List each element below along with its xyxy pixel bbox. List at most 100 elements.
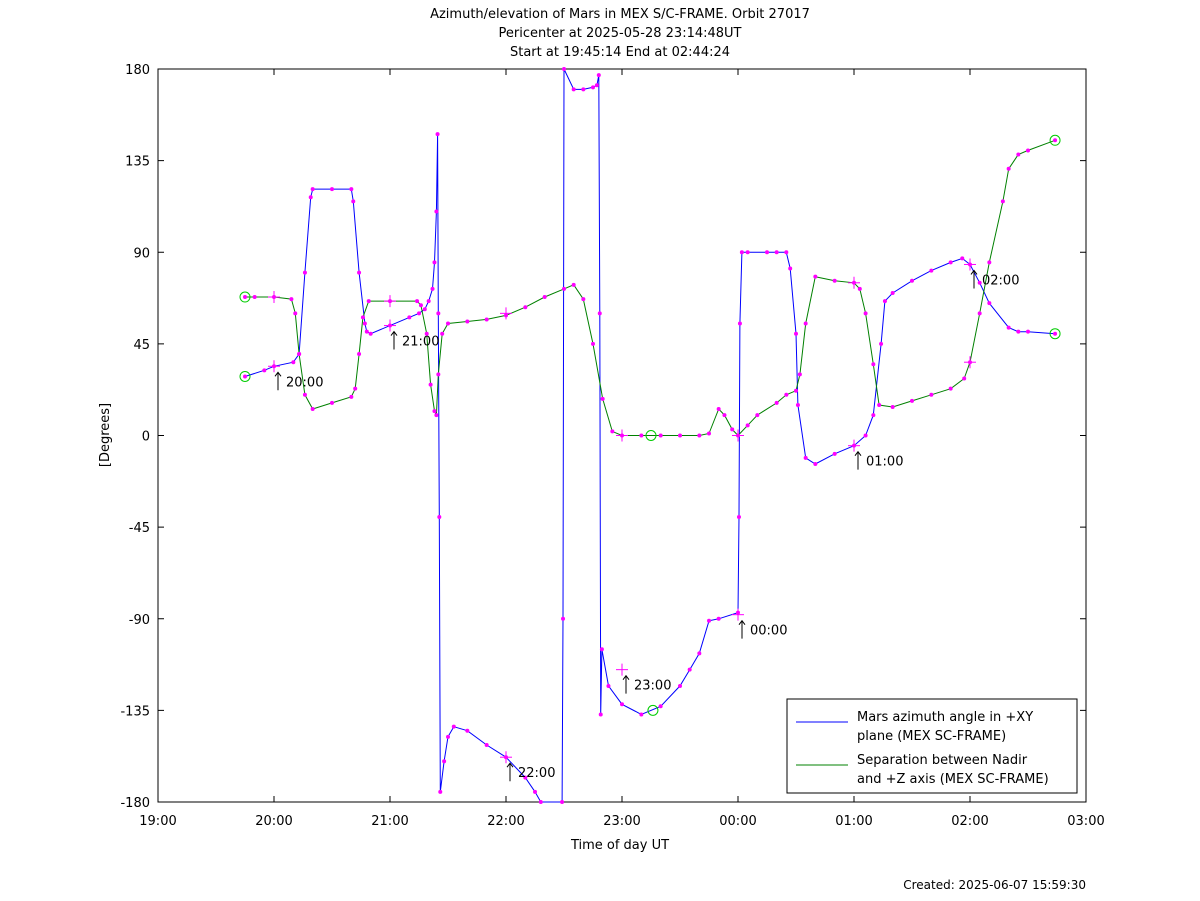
data-point <box>832 451 837 456</box>
created-footnote: Created: 2025-06-07 15:59:30 <box>903 878 1086 892</box>
data-point <box>987 301 992 306</box>
data-point <box>571 87 576 92</box>
data-point <box>797 372 802 377</box>
y-tick-label: 45 <box>133 338 150 353</box>
data-point <box>716 407 721 412</box>
chart-title: Azimuth/elevation of Mars in MEX S/C-FRA… <box>430 7 810 60</box>
start-end-circle <box>645 430 657 441</box>
data-point <box>716 616 721 621</box>
data-point <box>330 400 334 405</box>
data-point <box>561 616 566 621</box>
data-point <box>871 413 876 418</box>
data-point <box>349 394 354 399</box>
data-point <box>1026 329 1030 334</box>
x-axis-label: Time of day UT <box>570 838 669 853</box>
data-point <box>871 362 876 367</box>
data-point <box>737 321 742 326</box>
data-point <box>484 742 489 747</box>
hour-label: 23:00 <box>634 679 671 694</box>
data-point <box>1000 199 1005 204</box>
data-point <box>302 392 307 397</box>
data-point <box>581 297 586 302</box>
marker-group: 20:00 21:00 22:00 23:00 00:00 01:00 02:00 <box>239 67 1061 804</box>
legend-label: Separation between Nadir <box>857 753 1028 768</box>
data-point <box>446 734 450 739</box>
data-point <box>428 382 433 387</box>
start-end-circle <box>647 704 659 716</box>
data-point <box>308 195 313 200</box>
start-end-circle <box>239 370 251 382</box>
data-point <box>730 427 735 432</box>
data-point <box>291 360 296 365</box>
y-tick-label: 90 <box>133 246 150 261</box>
data-point <box>960 256 965 261</box>
data-point <box>597 311 602 316</box>
hour-label-arrow <box>506 762 514 768</box>
x-tick-label: 03:00 <box>1067 814 1104 829</box>
data-point <box>803 455 808 460</box>
data-point <box>446 321 450 326</box>
hour-label: 00:00 <box>750 624 787 639</box>
data-point <box>687 667 692 672</box>
data-point <box>736 514 741 519</box>
data-point <box>581 87 586 92</box>
data-point <box>351 199 356 204</box>
data-point <box>542 295 547 300</box>
start-end-circle <box>239 291 251 303</box>
data-point <box>533 789 537 794</box>
legend-label: plane (MEX SC-FRAME) <box>857 729 1006 744</box>
start-end-circle <box>1049 328 1061 340</box>
data-point <box>722 413 727 418</box>
data-point <box>1006 325 1011 330</box>
data-point <box>962 376 967 381</box>
data-point <box>1016 329 1021 334</box>
y-tick-label: -135 <box>120 704 150 719</box>
data-point <box>697 651 702 656</box>
hour-label: 22:00 <box>518 766 555 781</box>
data-point <box>262 368 267 373</box>
y-tick-label: -90 <box>129 613 150 628</box>
data-point <box>774 250 779 255</box>
data-point <box>442 759 447 764</box>
data-point <box>658 704 663 709</box>
data-point <box>890 404 895 409</box>
data-point <box>697 433 702 438</box>
start-end-circle <box>1049 134 1061 146</box>
hour-label-arrow <box>970 269 978 275</box>
data-point <box>639 712 644 717</box>
data-point <box>598 712 603 717</box>
legend-box <box>786 698 1078 794</box>
y-tick-label: 135 <box>125 155 150 170</box>
data-point <box>910 398 914 403</box>
data-point <box>739 250 744 255</box>
hour-label-arrow <box>854 450 862 456</box>
data-point <box>438 789 443 794</box>
title-line: Pericenter at 2025-05-28 23:14:48UT <box>498 26 741 41</box>
y-tick-label: -45 <box>129 521 150 536</box>
data-point <box>784 392 789 397</box>
legend-label: Mars azimuth angle in +XY <box>857 710 1033 725</box>
hour-label: 01:00 <box>866 455 903 470</box>
data-point <box>310 187 315 192</box>
data-point <box>435 132 440 137</box>
data-point <box>765 250 769 255</box>
data-point <box>560 800 565 804</box>
data-point <box>606 683 611 688</box>
data-point <box>360 315 365 320</box>
y-axis-label: [Degrees] <box>98 403 113 467</box>
data-point <box>252 295 257 300</box>
data-point <box>523 305 528 310</box>
data-point <box>1053 138 1058 143</box>
data-point <box>424 331 429 336</box>
data-point <box>863 433 868 438</box>
data-point <box>929 392 934 397</box>
y-tick-label: 180 <box>125 63 150 78</box>
data-point <box>1006 166 1011 171</box>
data-point <box>357 270 362 275</box>
data-point <box>465 319 470 324</box>
data-point <box>353 386 358 391</box>
x-tick-label: 00:00 <box>719 814 756 829</box>
data-point <box>432 260 437 265</box>
data-point <box>571 282 576 287</box>
legend-label: and +Z axis (MEX SC-FRAME) <box>857 772 1049 787</box>
